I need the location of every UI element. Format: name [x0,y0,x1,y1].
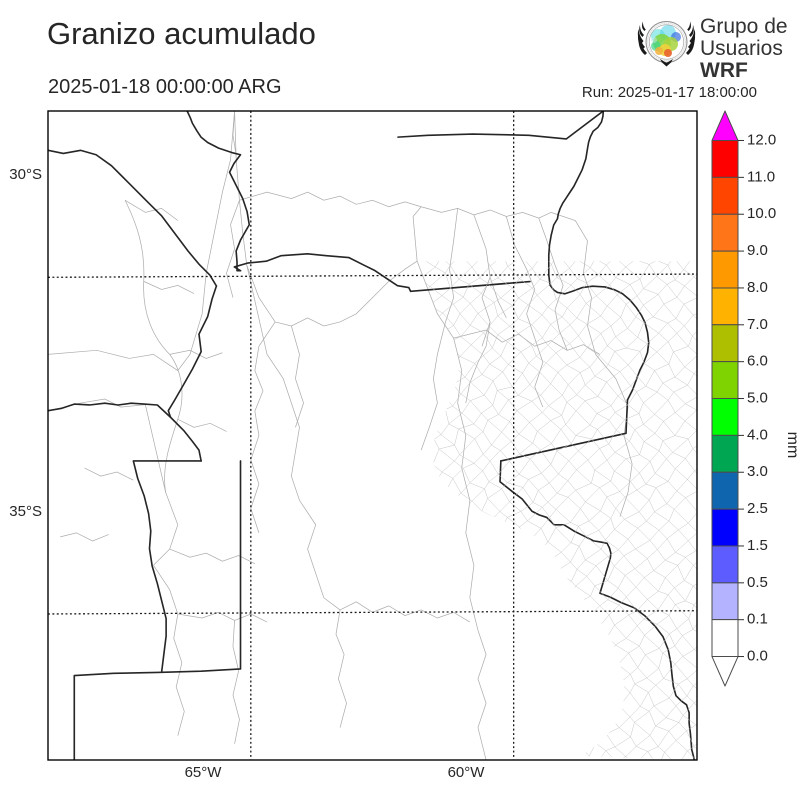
svg-text:0.5: 0.5 [747,574,768,591]
svg-text:6.0: 6.0 [747,353,768,370]
svg-text:7.0: 7.0 [747,316,768,333]
svg-text:3.0: 3.0 [747,463,768,480]
svg-text:1.5: 1.5 [747,537,768,554]
svg-text:11.0: 11.0 [747,168,775,185]
svg-text:8.0: 8.0 [747,279,768,296]
svg-text:12.0: 12.0 [747,132,776,149]
svg-text:0.0: 0.0 [747,648,768,665]
svg-text:4.0: 4.0 [747,426,768,443]
svg-text:5.0: 5.0 [747,390,768,407]
svg-text:9.0: 9.0 [747,242,768,259]
svg-text:2.5: 2.5 [747,500,768,517]
svg-text:10.0: 10.0 [747,205,776,222]
svg-text:0.1: 0.1 [747,611,768,628]
svg-text:mm: mm [784,432,800,459]
